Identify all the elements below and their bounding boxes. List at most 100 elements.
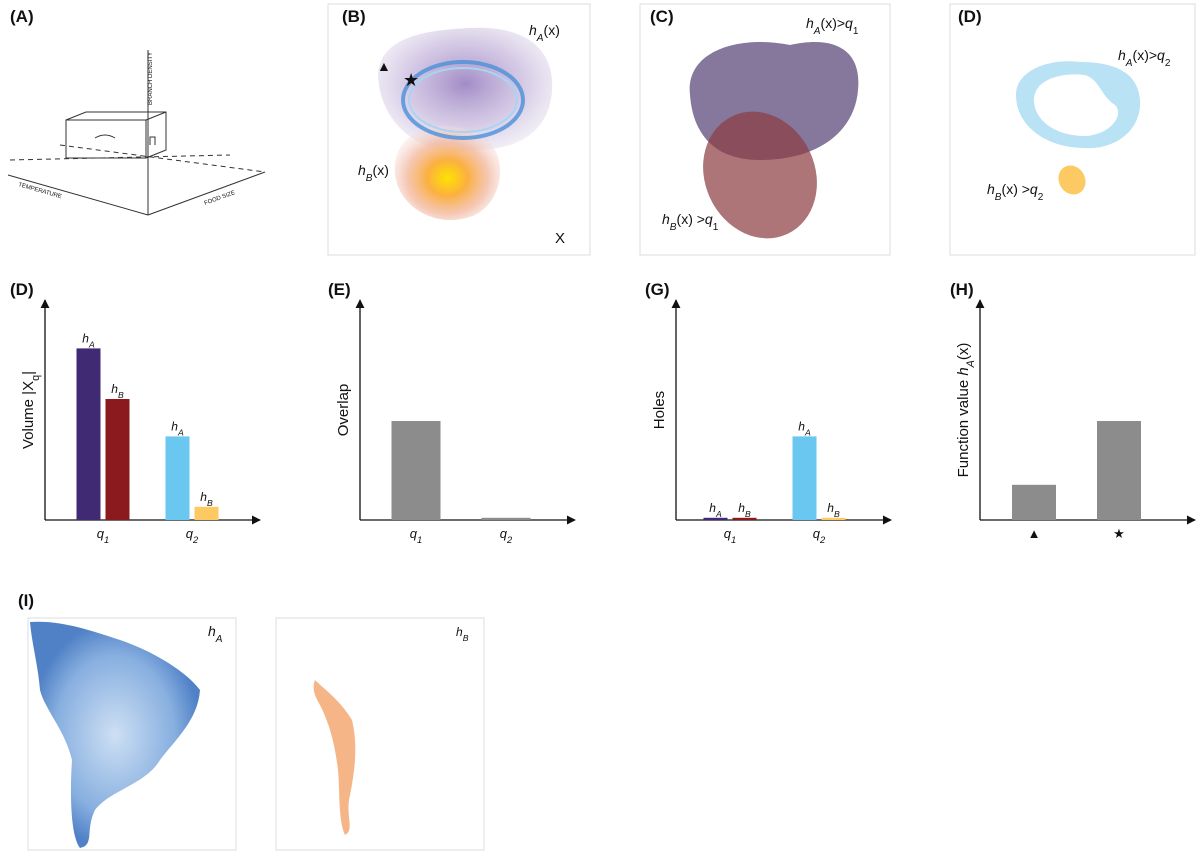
y-axis-label: Function value hA(x) — [955, 343, 977, 478]
bar — [703, 517, 728, 520]
superlevel-b — [1058, 165, 1086, 195]
text-part: h — [738, 501, 745, 515]
point-marker: ★ — [403, 70, 419, 90]
text-part: A — [804, 427, 811, 437]
text-part: B — [463, 633, 469, 643]
text-part: (x) — [544, 22, 560, 38]
text-part: Volume |X — [20, 381, 37, 449]
map-label: hA — [208, 623, 223, 645]
text-part: q — [410, 526, 418, 541]
bar-label: hB — [738, 501, 751, 519]
bar — [391, 421, 441, 520]
text-part: h — [111, 382, 118, 396]
text-part: A — [177, 427, 184, 437]
text-part: h — [827, 501, 834, 515]
panel-label: (E) — [328, 280, 351, 299]
text-part: h — [955, 367, 972, 375]
text-part: (x) — [955, 343, 972, 361]
text-part: 2 — [819, 535, 826, 545]
space-label: X — [555, 230, 565, 247]
text-part: (x) > — [1002, 181, 1030, 197]
bar — [481, 517, 531, 520]
text-part: B — [834, 509, 840, 519]
panel-label: (D) — [10, 280, 34, 299]
bar-label: hA — [709, 501, 722, 519]
text-part: ▲ — [1028, 526, 1041, 541]
text-part: A — [88, 339, 95, 349]
bar — [165, 436, 190, 520]
text-part: q — [724, 526, 732, 541]
text-part: h — [709, 501, 716, 515]
panel-label: (B) — [342, 7, 366, 26]
text-part: q — [186, 526, 194, 541]
text-part: h — [200, 490, 207, 504]
panel-label: (G) — [645, 280, 670, 299]
bar-label: hA — [171, 419, 184, 437]
text-part: h — [987, 181, 995, 197]
bar-label: hB — [200, 490, 213, 508]
text-part: h — [456, 625, 463, 639]
panel-label: (D) — [958, 7, 982, 26]
panel-label: (I) — [18, 591, 34, 610]
panel-label: (C) — [650, 7, 674, 26]
bar — [732, 517, 757, 520]
text-part: A — [715, 509, 722, 519]
x-tick-label: q1 — [97, 526, 109, 545]
text-part: A — [965, 360, 977, 368]
text-part: h — [82, 331, 89, 345]
text-part: 1 — [104, 535, 109, 545]
text-part: 2 — [192, 535, 199, 545]
text-part: Overlap — [335, 384, 352, 437]
density-b — [394, 126, 501, 221]
text-part: h — [171, 419, 178, 433]
text-part: q — [97, 526, 105, 541]
text-part: B — [207, 498, 213, 508]
text-part: (x) — [373, 162, 389, 178]
y-axis-label: Overlap — [335, 384, 352, 437]
ring-a — [408, 67, 518, 133]
text-part: q — [500, 526, 508, 541]
text-part: q — [845, 15, 853, 31]
text-part: | — [20, 371, 37, 375]
set-label: hB(x) >q2 — [987, 181, 1044, 203]
ring-a — [401, 60, 525, 140]
bar — [792, 436, 817, 520]
bar — [105, 399, 130, 520]
text-part: A — [813, 26, 821, 37]
x-tick-label: ★ — [1113, 526, 1125, 541]
bar-label: hB — [111, 382, 124, 400]
map-b — [313, 680, 356, 835]
y-axis-label: Holes — [651, 391, 668, 429]
x-tick-label: q2 — [813, 526, 826, 545]
function-label: hA(x) — [529, 22, 560, 44]
bar-label: hB — [827, 501, 840, 519]
text-part: 2 — [506, 535, 513, 545]
bar-label: hA — [82, 331, 95, 349]
bar — [76, 348, 101, 520]
text-part: (x)> — [1133, 47, 1158, 63]
text-part: 2 — [1165, 58, 1171, 69]
text-part: A — [536, 33, 544, 44]
text-part: 2 — [1038, 192, 1044, 203]
panel-frame — [275, 617, 485, 851]
niche-sketch — [7, 50, 266, 216]
text-part: h — [358, 162, 366, 178]
superlevel-a — [1016, 61, 1141, 149]
set-label: hB(x) >q1 — [662, 211, 719, 233]
text-part: Holes — [651, 391, 668, 429]
x-tick-label: q1 — [724, 526, 736, 545]
map-a — [30, 621, 200, 848]
y-axis-label: Volume |Xq| — [20, 371, 42, 449]
text-part: A — [1125, 58, 1133, 69]
panel-label: (A) — [10, 7, 34, 26]
text-part: A — [215, 634, 223, 645]
text-part: h — [662, 211, 670, 227]
bar — [821, 517, 846, 520]
text-part: B — [995, 192, 1002, 203]
text-part: B — [745, 509, 751, 519]
text-part: h — [529, 22, 537, 38]
text-part: B — [366, 173, 373, 184]
text-part: 1 — [417, 535, 422, 545]
x-tick-label: q1 — [410, 526, 422, 545]
